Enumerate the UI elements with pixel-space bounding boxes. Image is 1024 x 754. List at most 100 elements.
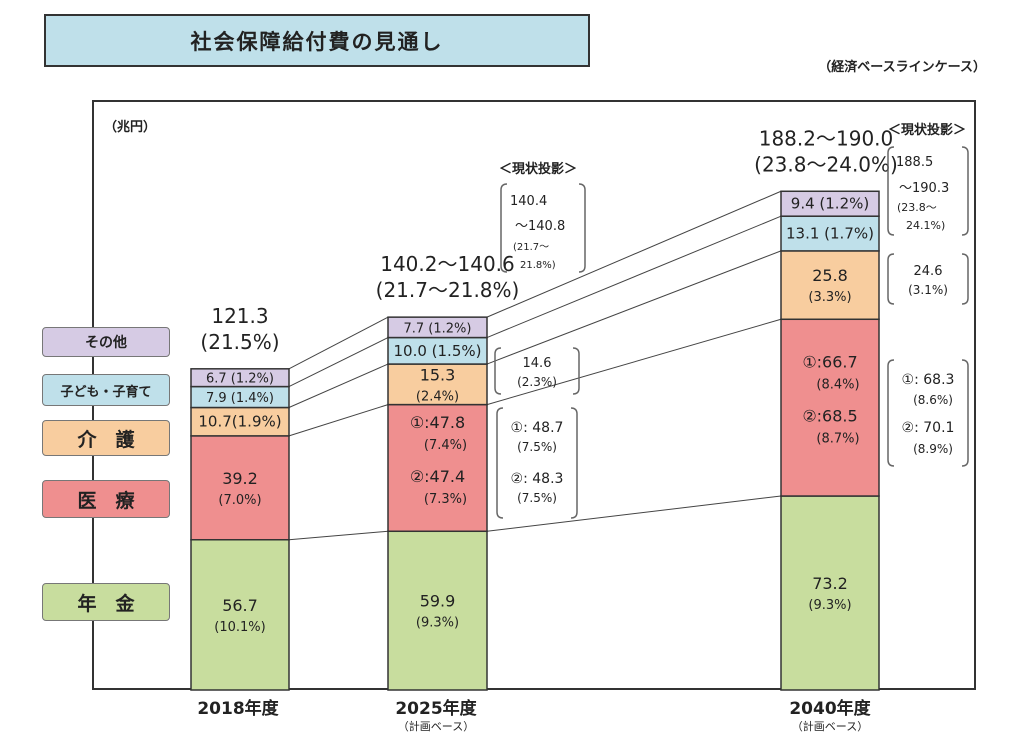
- sublabel-pension-2040: (9.3%): [808, 598, 851, 613]
- sublabel-nursing-2040: (3.3%): [808, 290, 851, 305]
- x-tick-2040: 2040年度: [789, 699, 871, 719]
- bar-other-2040: [780, 190, 880, 217]
- connector-childcare-2025-2040: [486, 215, 782, 339]
- connector-childcare-2018-2025: [288, 337, 389, 388]
- bracket-2025-total-left: [500, 183, 508, 273]
- label2-medical-2040: ②:68.5: [802, 407, 857, 426]
- bar-pension-2018: [190, 538, 290, 691]
- x-tick-2040-note: （計画ベース）: [791, 720, 869, 733]
- bracket-2040-medical-left: [887, 359, 895, 467]
- sublabel-pension-2018: (10.1%): [214, 620, 265, 635]
- label-nursing-2018: 10.7(1.9%): [198, 413, 281, 431]
- bar-childcare-2040: [780, 215, 880, 252]
- legend-nursing: 介 護: [42, 420, 170, 456]
- proj-2025-nursing-1: (2.3%): [517, 375, 557, 389]
- label-childcare-2040: 13.1 (1.7%): [786, 225, 874, 243]
- connector-nursing-2025-2040: [486, 250, 782, 365]
- bar-nursing-2025: [387, 363, 488, 406]
- proj-2025-nursing-0: 14.6: [523, 356, 552, 371]
- bracket-2040-nursing-left: [887, 253, 895, 305]
- sublabel-pension-2025: (9.3%): [416, 616, 459, 631]
- proj-2025-medical-1: (7.5%): [517, 440, 557, 454]
- label-medical-2018: 39.2: [222, 469, 258, 488]
- x-tick-2025: 2025年度: [395, 699, 477, 719]
- proj-2040-medical-3: (8.9%): [913, 442, 953, 456]
- sublabel-medical-2040: (8.4%): [816, 378, 859, 393]
- sublabel-medical-2018: (7.0%): [218, 493, 261, 508]
- proj-2025-medical-2: ②: 48.3: [511, 471, 564, 487]
- connector-other-2018-2025: [288, 316, 389, 370]
- legend-other: その他: [42, 327, 170, 357]
- bar-medical-2018: [190, 435, 290, 541]
- connector-medical-2018-2025: [288, 404, 389, 437]
- total-2018: 121.3: [211, 304, 268, 328]
- bar-childcare-2025: [387, 336, 488, 365]
- connector-medical-2025-2040: [486, 318, 782, 406]
- projection-header-2025: ＜現状投影＞: [499, 161, 577, 177]
- sublabel-nursing-2025: (2.4%): [416, 389, 459, 404]
- proj-2040-total-2: (23.8〜: [897, 201, 937, 214]
- proj-2040-total-1: 〜190.3: [899, 181, 949, 196]
- label-childcare-2025: 10.0 (1.5%): [394, 342, 482, 360]
- total-pct-2018: (21.5%): [200, 330, 279, 354]
- bracket-2040-nursing-right: [961, 253, 969, 305]
- label-nursing-2040: 25.8: [812, 266, 848, 285]
- proj-2040-total-3: 24.1%): [906, 219, 945, 232]
- legend-childcare: 子ども・子育て: [42, 374, 170, 406]
- bracket-2040-total-right: [961, 146, 969, 236]
- proj-2040-nursing-0: 24.6: [914, 264, 943, 279]
- label-medical-2025: ①:47.8: [410, 413, 465, 432]
- proj-2025-total-0: 140.4: [510, 194, 547, 209]
- bar-medical-2025: [387, 403, 488, 533]
- bracket-2025-nursing-left: [494, 347, 502, 395]
- connector-pension-2025-2040: [486, 495, 782, 532]
- connector-other-2025-2040: [486, 190, 782, 318]
- proj-2040-medical-0: ①: 68.3: [902, 372, 955, 388]
- bracket-2025-nursing-right: [572, 347, 580, 395]
- label-pension-2040: 73.2: [812, 574, 848, 593]
- bar-other-2025: [387, 316, 488, 339]
- total-2025: 140.2〜140.6: [380, 252, 515, 276]
- proj-2025-medical-0: ①: 48.7: [511, 420, 564, 436]
- connector-pension-2018-2025: [288, 530, 389, 541]
- bracket-2025-total-right: [578, 183, 586, 273]
- proj-2025-medical-3: (7.5%): [517, 491, 557, 505]
- proj-2040-total-0: 188.5: [896, 155, 933, 170]
- proj-2025-total-1: 〜140.8: [515, 219, 565, 234]
- label-childcare-2018: 7.9 (1.4%): [206, 391, 274, 406]
- sublabel-medical-2025: (7.4%): [424, 438, 467, 453]
- proj-2025-total-3: 21.8%): [520, 260, 556, 271]
- bracket-2025-medical-right: [570, 407, 578, 519]
- label-other-2040: 9.4 (1.2%): [791, 195, 869, 213]
- x-tick-2025-note: （計画ベース）: [397, 720, 475, 733]
- bar-pension-2040: [780, 495, 880, 691]
- label2-medical-2025: ②:47.4: [410, 467, 465, 486]
- legend-medical: 医 療: [42, 480, 170, 518]
- sublabel2-medical-2025: (7.3%): [424, 492, 467, 507]
- label-other-2018: 6.7 (1.2%): [206, 372, 274, 387]
- unit-label: （兆円）: [104, 120, 157, 135]
- total-2040: 188.2〜190.0: [759, 126, 894, 150]
- case-note: （経済ベースラインケース）: [818, 60, 986, 75]
- proj-2040-medical-1: (8.6%): [913, 393, 953, 407]
- bar-pension-2025: [387, 530, 488, 691]
- legend-pension: 年 金: [42, 583, 170, 621]
- connector-nursing-2018-2025: [288, 363, 389, 408]
- proj-2040-nursing-1: (3.1%): [908, 283, 948, 297]
- bracket-2040-total-left: [887, 146, 895, 236]
- bar-nursing-2040: [780, 250, 880, 321]
- label-medical-2040: ①:66.7: [802, 353, 857, 372]
- bar-medical-2040: [780, 318, 880, 497]
- projection-header-2040: ＜現状投影＞: [888, 122, 966, 138]
- bracket-2040-medical-right: [961, 359, 969, 467]
- proj-2025-total-2: (21.7〜: [513, 242, 549, 253]
- chart-title: 社会保障給付費の見通し: [44, 14, 590, 67]
- label-pension-2025: 59.9: [420, 592, 456, 611]
- x-tick-2018: 2018年度: [197, 699, 279, 719]
- total-pct-2040: (23.8〜24.0%): [754, 152, 898, 176]
- proj-2040-medical-2: ②: 70.1: [902, 420, 955, 436]
- bar-other-2018: [190, 368, 290, 388]
- total-pct-2025: (21.7〜21.8%): [376, 278, 520, 302]
- bracket-2025-medical-left: [496, 407, 504, 519]
